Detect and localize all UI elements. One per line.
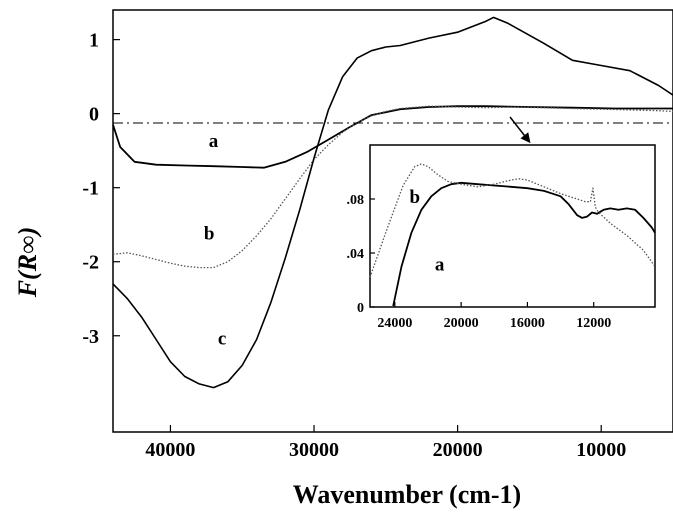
y-tick-label--2: -2 [82, 252, 99, 274]
inset-series [369, 163, 656, 307]
series-c-line [112, 16, 673, 389]
x-tick-label-30000: 30000 [289, 439, 339, 461]
x-tick-label-20000: 20000 [433, 439, 483, 461]
plot-frame [112, 9, 673, 433]
inset-series-label-a: a [435, 255, 445, 276]
main-ticks: 40000 30000 20000 10000 1 0 -1 -2 -3 [82, 30, 626, 461]
inset-pointer-arrow [509, 116, 531, 144]
y-tick-label--3: -3 [82, 326, 99, 348]
series-label-c: c [218, 329, 226, 350]
inset-x-tick-label-16000: 16000 [510, 316, 545, 331]
inset-x-tick-label-24000: 24000 [377, 316, 412, 331]
inset-x-tick-label-20000: 20000 [444, 316, 479, 331]
series-label-a: a [209, 131, 219, 152]
inset-y-tick-label-.08: .08 [347, 193, 365, 208]
series-b-line [112, 105, 673, 269]
y-tick-label-1: 1 [89, 30, 99, 52]
inset-x-tick-label-12000: 12000 [576, 316, 611, 331]
inset-series-labels: ba [409, 187, 444, 275]
inset-frame [369, 144, 656, 308]
inset-y-tick-label-.04: .04 [347, 247, 365, 262]
inset-ticks: 24000 20000 16000 12000 0 .04 .08 [347, 193, 612, 331]
x-tick-label-40000: 40000 [145, 439, 195, 461]
inset-series-a-line [392, 181, 656, 307]
y-tick-label--1: -1 [82, 178, 99, 200]
series-label-b: b [204, 224, 215, 245]
y-tick-label-0: 0 [89, 104, 99, 126]
y-axis-title: F(R∞) [13, 227, 42, 299]
inset-series-b-line [369, 163, 656, 278]
main-series-labels: a b c [204, 131, 226, 350]
inset-series-label-b: b [409, 187, 420, 208]
main-series [112, 16, 673, 389]
inset-y-tick-label-0: 0 [357, 301, 364, 316]
x-tick-label-10000: 10000 [576, 439, 626, 461]
x-axis-title: Wavenumber (cm-1) [293, 480, 521, 509]
